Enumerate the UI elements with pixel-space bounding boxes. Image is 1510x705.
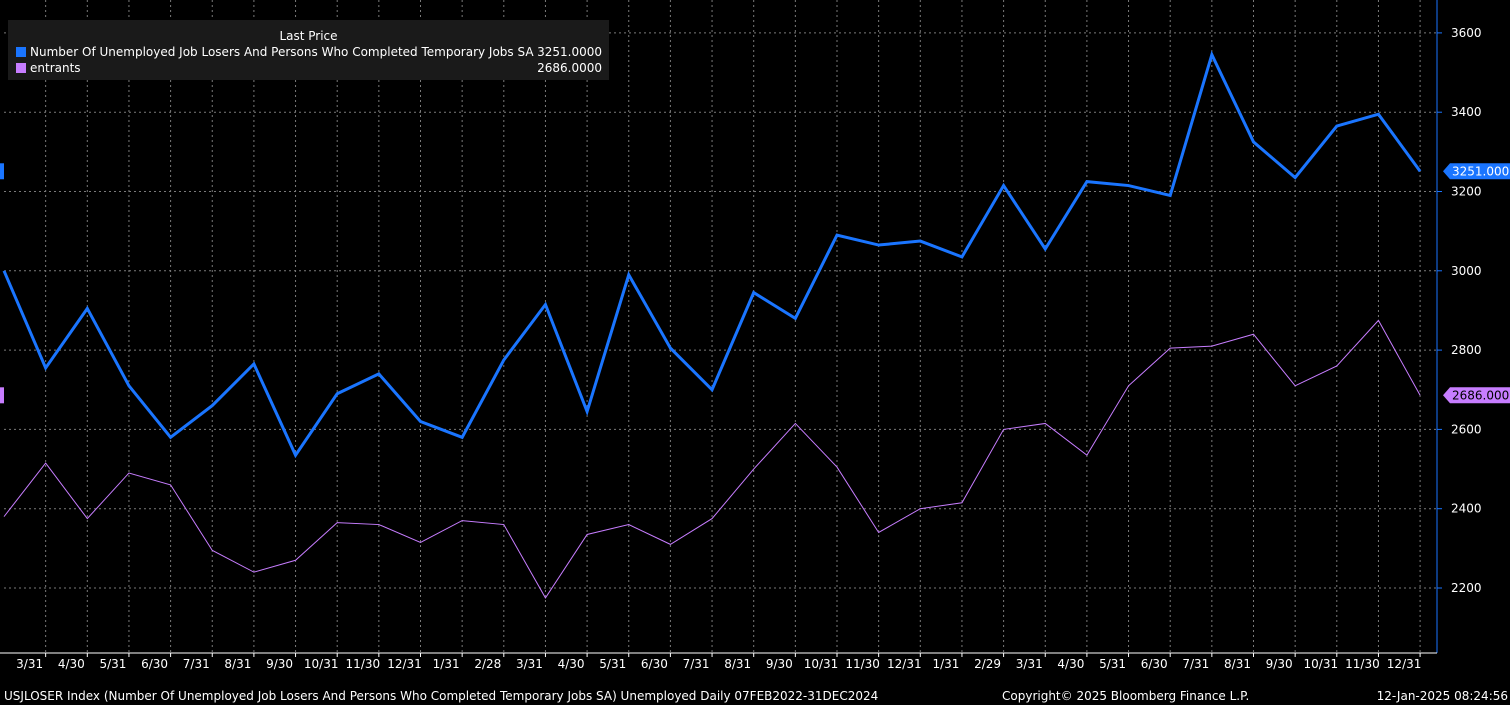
x-tick-label: 4/30 [58, 657, 85, 671]
x-tick-label: 11/30 [845, 657, 880, 671]
legend-entry-entrants: entrants 2686.0000 [8, 60, 609, 76]
legend-label-entrants: entrants [30, 61, 81, 75]
x-tick-label: 8/31 [724, 657, 751, 671]
x-tick-label: 2/29 [974, 657, 1001, 671]
legend-entry-job-losers: Number Of Unemployed Job Losers And Pers… [8, 44, 609, 60]
x-tick-label: 8/31 [1224, 657, 1251, 671]
x-tick-label: 9/30 [766, 657, 793, 671]
left-marker-entrants [0, 387, 4, 404]
series-line-job-losers [2, 50, 1422, 459]
x-tick-label: 4/30 [558, 657, 585, 671]
x-tick-label: 6/30 [641, 657, 668, 671]
grid-lines [4, 0, 1437, 653]
x-tick-label: 11/30 [1345, 657, 1380, 671]
y-tick-label: 3200 [1451, 185, 1482, 199]
x-tick-label: 7/31 [183, 657, 210, 671]
last-value-tag-text: 2686.0000 [1452, 388, 1510, 402]
legend-label-job-losers: Number Of Unemployed Job Losers And Pers… [30, 45, 534, 59]
last-value-tag-bg [1443, 163, 1510, 180]
last-value-tag-bg [1443, 387, 1510, 404]
x-tick-label: 2/28 [474, 657, 501, 671]
axes: 2200 2400 2600 2800 3000 3200 3400 3600 3/31 4/30… [0, 0, 1510, 671]
legend-value-entrants: 2686.0000 [537, 61, 602, 75]
x-tick-label: 10/31 [804, 657, 839, 671]
x-tick-label: 6/30 [1141, 657, 1168, 671]
x-tick-label: 5/31 [599, 657, 626, 671]
footer-index-description: USJLOSER Index (Number Of Unemployed Job… [4, 689, 879, 703]
x-tick-label: 11/30 [346, 657, 381, 671]
x-tick-label: 5/31 [99, 657, 126, 671]
y-tick-label: 3600 [1451, 26, 1482, 40]
legend-swatch-entrants [16, 63, 26, 73]
series-line-entrants [3, 319, 1421, 599]
last-value-tag-job-losers: 3251.0000 [1443, 163, 1510, 180]
x-tick-label: 12/31 [887, 657, 922, 671]
y-tick-label: 2200 [1451, 581, 1482, 595]
footer-copyright: Copyright© 2025 Bloomberg Finance L.P. [1002, 689, 1250, 703]
last-value-tag-entrants: 2686.0000 [1443, 387, 1510, 404]
x-tick-label: 1/31 [932, 657, 959, 671]
y-tick-label: 2400 [1451, 502, 1482, 516]
x-tick-label: 9/30 [1266, 657, 1293, 671]
x-tick-label: 1/31 [433, 657, 460, 671]
legend-swatch-job-losers [16, 47, 26, 57]
last-value-tag-text: 3251.0000 [1452, 164, 1510, 178]
x-tick-label: 3/31 [16, 657, 43, 671]
x-tick-label: 12/31 [1387, 657, 1422, 671]
x-tick-label: 5/31 [1099, 657, 1126, 671]
footer-timestamp: 12-Jan-2025 08:24:56 [1376, 689, 1508, 703]
legend-title: Last Price [279, 29, 338, 43]
y-tick-label: 2600 [1451, 422, 1482, 436]
x-tick-label: 10/31 [304, 657, 339, 671]
y-tick-label: 3400 [1451, 105, 1482, 119]
left-marker-job-losers [0, 163, 4, 180]
x-tick-label: 8/31 [224, 657, 251, 671]
x-tick-label: 10/31 [1304, 657, 1339, 671]
x-tick-label: 6/30 [141, 657, 168, 671]
x-tick-label: 4/30 [1057, 657, 1084, 671]
x-tick-label: 3/31 [516, 657, 543, 671]
x-tick-label: 7/31 [683, 657, 710, 671]
y-tick-label: 2800 [1451, 343, 1482, 357]
series-layer [2, 50, 1422, 599]
legend: Last Price Number Of Unemployed Job Lose… [8, 20, 609, 80]
legend-value-job-losers: 3251.0000 [537, 45, 602, 59]
x-tick-label: 7/31 [1182, 657, 1209, 671]
x-tick-label: 9/30 [266, 657, 293, 671]
x-tick-label: 12/31 [387, 657, 422, 671]
x-tick-label: 3/31 [1016, 657, 1043, 671]
y-tick-label: 3000 [1451, 264, 1482, 278]
